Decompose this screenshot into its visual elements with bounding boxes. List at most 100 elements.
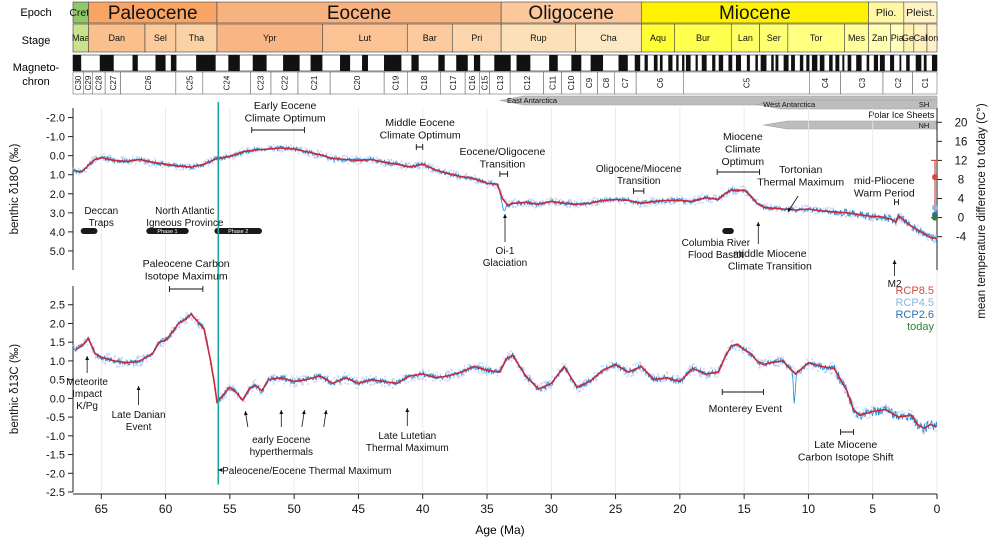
polarity-interval [842, 55, 845, 71]
epoch-label: Miocene [719, 3, 791, 24]
sample-point [486, 186, 489, 189]
sample-point [603, 197, 606, 200]
sample-point [448, 379, 451, 382]
stage-cell [759, 23, 789, 53]
sample-point [831, 361, 834, 364]
sample-point [105, 354, 108, 358]
interval-bracket [716, 169, 761, 175]
sample-point [313, 156, 316, 159]
stage-row-label: Stage [22, 35, 51, 47]
label-late-danian: Event [126, 422, 152, 433]
sample-point [211, 162, 214, 165]
polarity-interval [755, 55, 758, 71]
polarity-interval [590, 55, 604, 71]
sample-point [457, 178, 460, 181]
sample-point [131, 155, 134, 158]
sample-point [493, 187, 497, 190]
sample-point [136, 160, 139, 164]
sample-point [187, 168, 191, 171]
sample-point [419, 370, 422, 373]
sample-point [360, 377, 364, 380]
sample-point [694, 195, 697, 198]
sample-point [640, 370, 643, 373]
sample-point [317, 377, 320, 380]
x-tick-label: 40 [416, 502, 430, 516]
sample-point [134, 162, 137, 166]
sample-point [580, 201, 583, 204]
sample-point [148, 164, 151, 167]
polarity-interval [170, 55, 177, 71]
sample-point [757, 366, 761, 369]
y-tick-label: -0.5 [46, 412, 65, 424]
sample-point [97, 357, 100, 361]
sample-point [439, 373, 442, 376]
polarity-interval [456, 55, 468, 71]
sample-point [129, 162, 132, 165]
sample-point [319, 150, 322, 153]
label-eocene-oligocene: Eocene/Oligocene [460, 146, 546, 158]
sample-point [228, 383, 231, 386]
chron-label: C4 [821, 77, 830, 88]
x-tick-label: 60 [159, 502, 173, 516]
sample-point [114, 354, 117, 357]
sample-point [586, 376, 590, 379]
chron-label: C25 [185, 75, 194, 90]
sample-point [137, 156, 141, 159]
sample-point [705, 199, 708, 202]
sample-point [387, 384, 390, 387]
ice-sheet-tag: SH [919, 100, 929, 109]
sample-point [644, 203, 647, 206]
polarity-interval [775, 55, 779, 71]
sample-point [319, 372, 322, 375]
sample-point [224, 152, 227, 155]
label-oi1-glaciation: Oi-1 [496, 246, 515, 257]
y-tick-label: 1.5 [50, 337, 65, 349]
sample-point [306, 382, 309, 386]
sample-point [485, 364, 488, 367]
sample-point [346, 382, 349, 386]
sample-point [195, 315, 198, 318]
sample-point [99, 154, 102, 157]
chron-label: C5 [743, 77, 752, 88]
polarity-interval [132, 55, 138, 71]
sample-point [594, 203, 598, 206]
sample-point [901, 410, 904, 413]
sample-point [716, 376, 719, 379]
label-mco: Climate [725, 144, 761, 156]
polarity-interval [340, 55, 351, 71]
sample-point [934, 234, 937, 237]
sample-point [573, 200, 576, 203]
sample-point [444, 371, 448, 375]
chron-label: C10 [567, 75, 576, 90]
epoch-cell [903, 1, 938, 24]
polarity-interval [847, 55, 852, 71]
sample-point [705, 376, 708, 380]
sample-point [688, 365, 692, 368]
stage-label: Cal [914, 33, 928, 43]
sample-point [301, 382, 304, 386]
sample-point [556, 198, 559, 201]
sample-point [94, 160, 97, 163]
sample-point [578, 380, 581, 383]
sample-point [623, 372, 626, 376]
sample-point [760, 359, 763, 362]
plot-frame [72, 108, 938, 495]
sample-point [435, 165, 438, 168]
sample-point [251, 152, 254, 155]
x-tick-label: 55 [223, 502, 237, 516]
sample-point [396, 166, 399, 169]
sample-point [580, 198, 583, 202]
sample-point [650, 203, 653, 206]
chron-label: C8 [602, 77, 611, 88]
sample-point [651, 197, 654, 201]
temp-tick-label: 20 [955, 117, 968, 129]
sample-point [431, 164, 435, 167]
sample-point [327, 159, 330, 162]
sample-point [365, 156, 368, 159]
sample-point [343, 154, 346, 157]
temp-tick-label: 4 [958, 194, 965, 206]
interval-bracket [840, 429, 854, 435]
annotation-arrow-head [892, 260, 897, 265]
annotation-arrow-head [243, 411, 248, 416]
stage-label: Ion [926, 33, 939, 43]
